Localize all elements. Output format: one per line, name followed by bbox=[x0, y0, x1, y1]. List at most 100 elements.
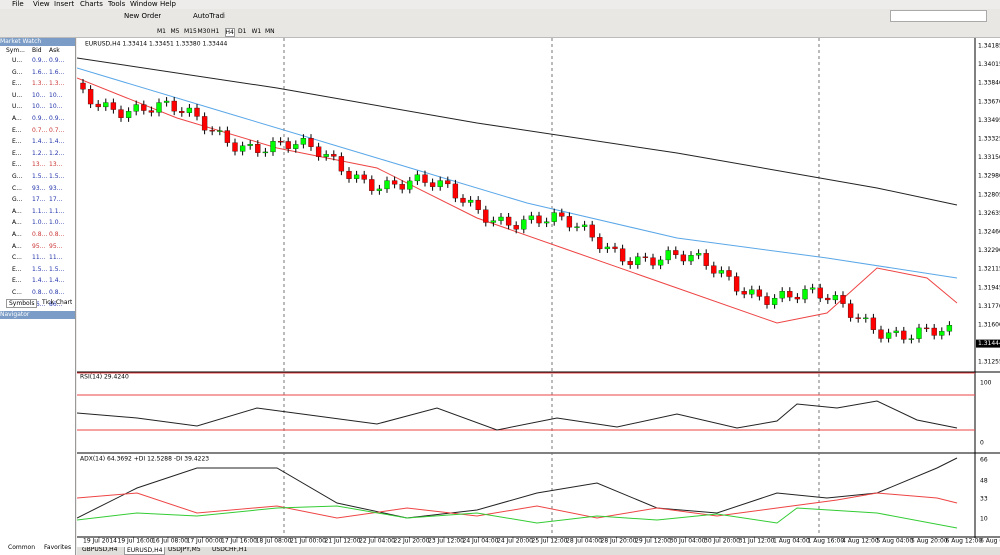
candle bbox=[551, 212, 557, 222]
axis-bg bbox=[975, 38, 1000, 547]
candle bbox=[285, 141, 291, 149]
candle bbox=[863, 317, 869, 320]
candle bbox=[490, 220, 497, 223]
mw-cell: G... bbox=[12, 196, 23, 204]
candle bbox=[749, 289, 755, 295]
rsi-axis: 100 bbox=[980, 380, 992, 387]
time-label: 28 Jul 04:00 bbox=[566, 538, 602, 545]
candle bbox=[566, 216, 573, 228]
mw-cell: E... bbox=[12, 138, 22, 146]
price-label: 1.32635 bbox=[978, 210, 1000, 217]
rsi-axis: 0 bbox=[980, 440, 984, 447]
time-label: 6 Aug 12:00 bbox=[946, 538, 983, 545]
candle bbox=[825, 297, 831, 301]
mw-cell: 1.3... bbox=[49, 80, 65, 88]
mw-cell: 0.9... bbox=[49, 57, 65, 64]
adx-line bbox=[77, 457, 958, 519]
price-label: 1.33150 bbox=[978, 154, 1000, 161]
candle bbox=[315, 146, 322, 157]
price-label: 1.33495 bbox=[978, 117, 1000, 124]
candle bbox=[186, 107, 193, 113]
mw-cell: 1.4... bbox=[32, 138, 48, 146]
mw-cell: 1.2... bbox=[49, 149, 65, 157]
price-label: 1.32980 bbox=[978, 173, 1000, 180]
candle bbox=[407, 180, 413, 190]
candle bbox=[308, 138, 314, 147]
mw-cell: G... bbox=[12, 173, 23, 180]
mw-cell: E... bbox=[12, 161, 22, 169]
timeframe: M30 bbox=[197, 28, 211, 35]
time-label: 17 Jul 00:00 bbox=[187, 538, 223, 545]
price-label: 1.34185 bbox=[978, 43, 1000, 50]
nav-tab: Common bbox=[8, 544, 36, 551]
time-label: 21 Jul 00:00 bbox=[290, 538, 326, 545]
mw-cell: 1.3... bbox=[32, 80, 48, 88]
candle bbox=[148, 110, 155, 113]
mw-cell: 13... bbox=[49, 161, 63, 169]
chart-tab: GBPUSD,H4 bbox=[82, 546, 118, 553]
candle bbox=[642, 256, 649, 258]
timeframe: MN bbox=[265, 28, 275, 35]
candle bbox=[779, 291, 785, 299]
adx-axis: 10 bbox=[980, 516, 988, 523]
candle bbox=[695, 253, 702, 256]
candle bbox=[832, 295, 839, 301]
menu-item: Insert bbox=[54, 0, 75, 8]
mw-cell: 93... bbox=[49, 184, 63, 192]
mw-cell: E... bbox=[12, 149, 22, 157]
candle bbox=[756, 289, 763, 297]
mw-cell: E... bbox=[12, 265, 22, 273]
candle bbox=[353, 174, 360, 179]
mw-cell: A... bbox=[12, 242, 22, 250]
timeframe: M5 bbox=[170, 28, 180, 35]
candle bbox=[179, 110, 185, 113]
mw-cell: 1.1... bbox=[49, 207, 65, 215]
toolbar bbox=[0, 9, 1000, 38]
mw-cell: U... bbox=[12, 103, 23, 111]
candle bbox=[80, 82, 86, 90]
time-label: 16 Jul 08:00 bbox=[152, 538, 188, 545]
candle bbox=[665, 250, 671, 261]
mw-cell: 0.9... bbox=[32, 57, 48, 64]
mw-cell: 1.0... bbox=[32, 219, 48, 227]
price-label: 1.31600 bbox=[978, 322, 1000, 329]
mw-cell: 86... bbox=[32, 300, 46, 308]
price-label: 1.33840 bbox=[978, 80, 1000, 87]
mw-cell: 0.8... bbox=[49, 231, 65, 238]
candle bbox=[270, 141, 276, 153]
menu-bar bbox=[0, 0, 1000, 9]
mw-cell: 1.6... bbox=[49, 68, 65, 76]
mw-cell: 10... bbox=[32, 103, 46, 111]
chart-header: EURUSD,H4 1.33414 1.33451 1.33380 1.3344… bbox=[85, 41, 227, 48]
search-box bbox=[890, 10, 987, 22]
mw-cell: 95... bbox=[32, 242, 46, 250]
candle bbox=[885, 332, 892, 339]
candle bbox=[817, 287, 823, 299]
mw-cell: C... bbox=[12, 254, 22, 262]
timeframe: H1 bbox=[211, 28, 220, 35]
time-label: 1 Aug 04:00 bbox=[773, 538, 810, 545]
mw-cell: 13... bbox=[32, 161, 46, 169]
adx-label: ADX(14) 64.3692 +DI 12.5288 -DI 39.4223 bbox=[80, 456, 209, 463]
ma-mid bbox=[77, 67, 958, 279]
candle bbox=[619, 248, 626, 262]
menu-item: File bbox=[12, 0, 24, 8]
price-label: 1.32115 bbox=[978, 266, 1000, 273]
candle bbox=[597, 237, 603, 250]
mw-cell: 0.8... bbox=[49, 289, 65, 296]
candle bbox=[103, 102, 109, 108]
candle bbox=[452, 183, 459, 199]
candle bbox=[627, 261, 633, 265]
time-label: 25 Jul 12:00 bbox=[532, 538, 568, 545]
candle bbox=[581, 224, 588, 227]
adx-axis: 33 bbox=[980, 496, 988, 503]
price-label: 1.34015 bbox=[978, 61, 1000, 68]
chart-canvas: EURUSD,H4 1.33414 1.33451 1.33380 1.3344… bbox=[77, 38, 1000, 547]
price-label: 1.31945 bbox=[978, 284, 1000, 291]
mw-cell: C... bbox=[12, 289, 22, 296]
candle bbox=[908, 338, 915, 340]
time-label: 22 Jul 20:00 bbox=[394, 538, 430, 545]
chart-bg bbox=[77, 38, 975, 547]
candle bbox=[528, 215, 535, 220]
timeframe: W1 bbox=[251, 28, 262, 35]
